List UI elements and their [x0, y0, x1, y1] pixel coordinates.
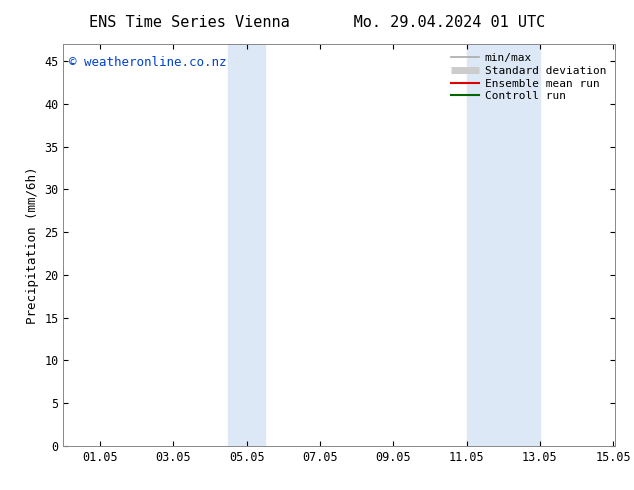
Text: ENS Time Series Vienna       Mo. 29.04.2024 01 UTC: ENS Time Series Vienna Mo. 29.04.2024 01…: [89, 15, 545, 30]
Legend: min/max, Standard deviation, Ensemble mean run, Controll run: min/max, Standard deviation, Ensemble me…: [448, 49, 609, 105]
Text: © weatheronline.co.nz: © weatheronline.co.nz: [69, 56, 226, 69]
Bar: [467, 44, 540, 446]
Y-axis label: Precipitation (mm/6h): Precipitation (mm/6h): [26, 166, 39, 324]
Bar: [228, 44, 265, 446]
